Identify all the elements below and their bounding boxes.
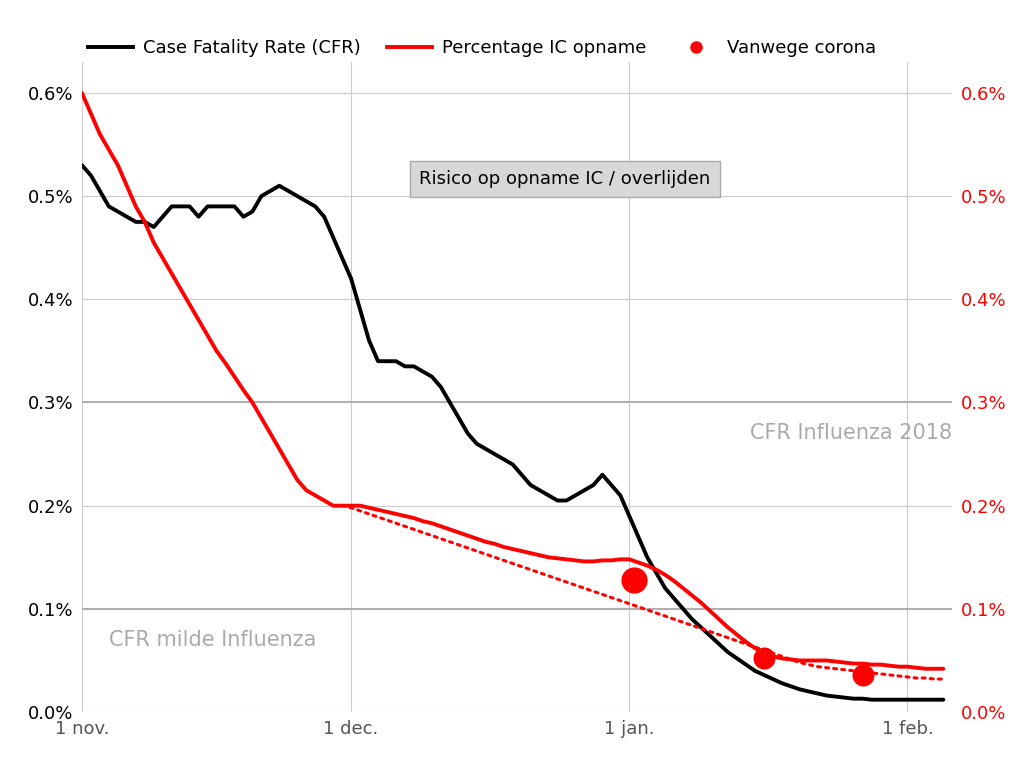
Text: CFR Influenza 2018: CFR Influenza 2018 bbox=[751, 423, 952, 444]
Point bbox=[756, 652, 772, 665]
Point bbox=[626, 574, 642, 586]
Point bbox=[854, 669, 870, 681]
Legend: Case Fatality Rate (CFR), Percentage IC opname, Vanwege corona: Case Fatality Rate (CFR), Percentage IC … bbox=[81, 32, 884, 64]
Text: CFR milde Influenza: CFR milde Influenza bbox=[109, 629, 316, 649]
Text: Risico op opname IC / overlijden: Risico op opname IC / overlijden bbox=[420, 170, 711, 188]
Point bbox=[971, 673, 987, 685]
